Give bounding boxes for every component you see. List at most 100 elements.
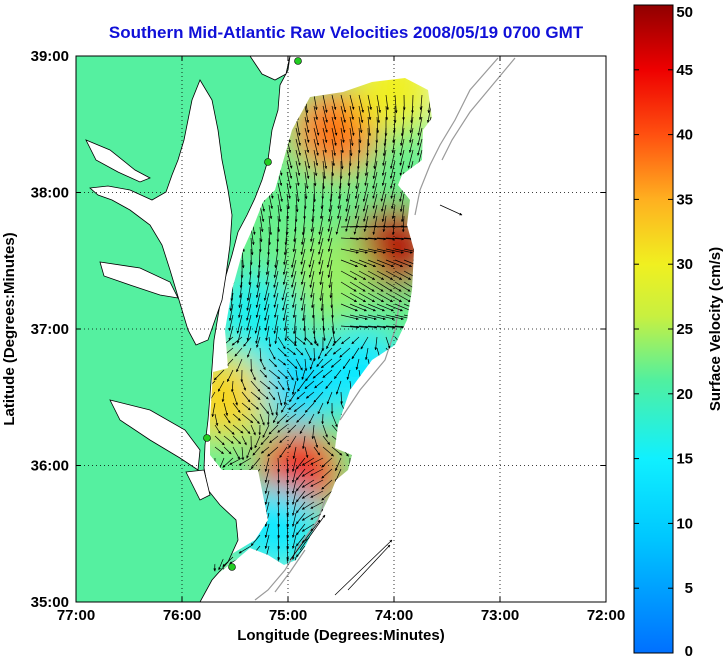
velocity-vector bbox=[277, 347, 287, 357]
x-tick-label: 76:00 bbox=[163, 607, 201, 624]
velocity-vector bbox=[277, 204, 282, 223]
velocity-vector bbox=[367, 127, 371, 147]
velocity-vector bbox=[301, 468, 315, 477]
velocity-vector bbox=[286, 490, 290, 506]
velocity-vector bbox=[264, 314, 270, 331]
velocity-vector bbox=[234, 347, 243, 357]
velocity-vector bbox=[332, 347, 342, 355]
velocity-vector bbox=[313, 347, 316, 362]
velocity-vector bbox=[381, 193, 387, 212]
velocity-vector bbox=[246, 446, 252, 459]
colorbar-tick-label: 45 bbox=[676, 62, 693, 79]
velocity-vector bbox=[283, 237, 288, 256]
velocity-vector bbox=[295, 127, 301, 146]
velocity-vector bbox=[300, 259, 306, 275]
velocity-vector bbox=[222, 556, 234, 567]
velocity-vector bbox=[372, 193, 378, 209]
velocity-vector bbox=[265, 270, 270, 286]
colorbar-tick-label: 50 bbox=[676, 4, 693, 21]
colorbar-gradient bbox=[633, 4, 674, 654]
velocity-vector bbox=[259, 369, 268, 378]
velocity-vector bbox=[304, 127, 310, 143]
velocity-vector bbox=[313, 116, 320, 136]
velocity-vector bbox=[248, 270, 252, 286]
velocity-vector bbox=[311, 204, 315, 223]
velocity-vector bbox=[385, 303, 403, 312]
velocity-vector bbox=[232, 435, 241, 445]
velocity-vector bbox=[300, 270, 306, 285]
velocity-vector bbox=[349, 105, 355, 120]
velocity-vector bbox=[239, 270, 243, 289]
velocity-vector bbox=[236, 325, 243, 344]
velocity-vector bbox=[385, 259, 404, 268]
velocity-vector bbox=[301, 479, 315, 488]
velocity-vector bbox=[291, 545, 297, 560]
velocity-vector bbox=[246, 281, 252, 302]
velocity-vector bbox=[390, 149, 396, 169]
velocity-vector bbox=[300, 292, 306, 312]
velocity-vector bbox=[277, 512, 281, 528]
velocity-vector bbox=[331, 127, 337, 146]
velocity-vector bbox=[284, 325, 288, 342]
velocity-vector bbox=[331, 105, 337, 120]
x-tick-label: 74:00 bbox=[375, 607, 413, 624]
velocity-vector bbox=[287, 424, 297, 433]
colorbar-label: Surface Velocity (cm/s) bbox=[707, 247, 724, 411]
velocity-vector bbox=[292, 303, 297, 319]
velocity-vector bbox=[340, 127, 345, 144]
velocity-vector bbox=[277, 501, 281, 517]
velocity-vector bbox=[374, 336, 378, 351]
velocity-vector bbox=[340, 270, 358, 280]
velocity-vector bbox=[296, 501, 306, 514]
velocity-vector bbox=[322, 138, 327, 154]
velocity-vector bbox=[409, 127, 414, 144]
colorbar-tick-label: 0 bbox=[685, 643, 693, 659]
velocity-vector bbox=[367, 105, 372, 121]
velocity-vector bbox=[255, 292, 261, 308]
velocity-vector bbox=[400, 204, 405, 223]
velocity-vector bbox=[322, 171, 326, 190]
velocity-vector bbox=[354, 193, 360, 209]
velocity-vector bbox=[305, 369, 315, 382]
velocity-vector bbox=[273, 314, 279, 334]
velocity-vector bbox=[349, 248, 368, 254]
velocity-vector bbox=[277, 534, 281, 550]
velocity-vector bbox=[264, 303, 270, 321]
velocity-vector bbox=[291, 479, 297, 494]
y-tick-label: 37:00 bbox=[31, 321, 69, 338]
velocity-vector bbox=[286, 160, 293, 179]
velocity-vector bbox=[367, 248, 386, 254]
velocity-vector bbox=[304, 171, 309, 190]
velocity-vector bbox=[354, 182, 360, 200]
velocity-vector bbox=[254, 314, 261, 334]
velocity-vector bbox=[399, 160, 405, 176]
velocity-vector bbox=[367, 116, 372, 137]
velocity-vector bbox=[241, 380, 246, 391]
velocity-vector bbox=[229, 292, 234, 312]
velocity-vector bbox=[349, 94, 355, 110]
velocity-vector bbox=[394, 94, 398, 114]
velocity-vector bbox=[295, 336, 306, 345]
colorbar-tick-label: 25 bbox=[676, 321, 693, 338]
velocity-vector bbox=[349, 281, 366, 292]
velocity-vector bbox=[291, 457, 297, 472]
velocity-vector bbox=[238, 281, 243, 299]
velocity-vector bbox=[214, 446, 224, 455]
velocity-vector bbox=[385, 314, 404, 320]
velocity-vector bbox=[296, 457, 306, 470]
velocity-vector bbox=[277, 380, 285, 391]
velocity-vector bbox=[300, 281, 306, 301]
velocity-vector bbox=[337, 182, 342, 200]
velocity-vector bbox=[322, 369, 333, 378]
velocity-vector bbox=[281, 402, 288, 413]
velocity-vector bbox=[360, 336, 369, 350]
velocity-vector bbox=[351, 336, 360, 345]
velocity-vector bbox=[407, 149, 414, 169]
grid-lines bbox=[76, 56, 606, 602]
velocity-vector bbox=[349, 259, 368, 268]
velocity-vector bbox=[213, 369, 225, 381]
velocity-vector bbox=[322, 314, 326, 332]
velocity-vector bbox=[324, 347, 333, 357]
chesapeake-bay bbox=[85, 79, 233, 501]
velocity-vector bbox=[362, 193, 369, 212]
